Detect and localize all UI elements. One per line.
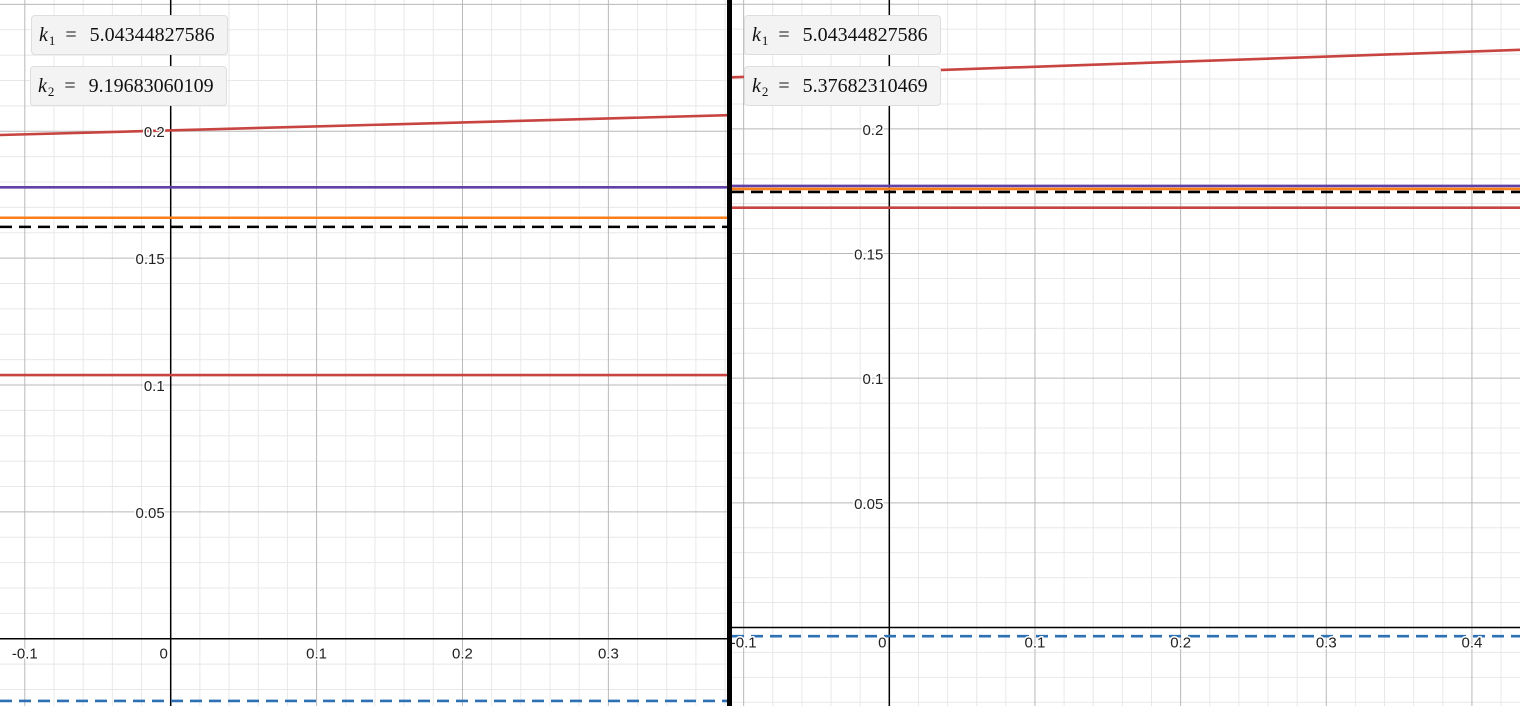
y-tick-label: 0.2 bbox=[862, 122, 883, 139]
slider-value[interactable]: 5.04344827586 bbox=[802, 23, 928, 46]
slider-subscript: 2 bbox=[47, 84, 55, 99]
slider-equals: = bbox=[64, 74, 76, 97]
y-tick-label: 0.05 bbox=[854, 496, 883, 513]
y-tick-label: 0.15 bbox=[854, 247, 883, 264]
x-tick-label: 0.3 bbox=[598, 646, 619, 663]
slider-equals: = bbox=[778, 74, 790, 97]
slider-value[interactable]: 5.04344827586 bbox=[89, 23, 215, 46]
x-tick-label: 0.1 bbox=[306, 646, 327, 663]
slider-variable: k bbox=[39, 23, 48, 46]
x-tick-label: 0.4 bbox=[1462, 634, 1483, 651]
slider-equals: = bbox=[778, 23, 790, 46]
y-tick-label: 0.05 bbox=[135, 505, 164, 522]
x-tick-label: -0.1 bbox=[12, 646, 38, 663]
x-tick-label: 0 bbox=[160, 646, 168, 663]
slider-subscript: 1 bbox=[761, 33, 769, 48]
slider-variable: k bbox=[752, 74, 761, 97]
panel-divider bbox=[727, 0, 732, 706]
x-tick-label: 0.3 bbox=[1316, 634, 1337, 651]
series-line-1 bbox=[0, 113, 728, 137]
slider-value[interactable]: 9.19683060109 bbox=[88, 74, 214, 97]
x-tick-label: 0.2 bbox=[452, 646, 473, 663]
slider-subscript: 2 bbox=[761, 84, 769, 99]
y-tick-label: 0.15 bbox=[135, 251, 164, 268]
left-graph-panel[interactable]: -0.1 0 0.1 0.2 0.3 0.05 0.1 0.15 0.2 bbox=[0, 0, 728, 706]
slider-k2-left[interactable]: k 2 = 9.19683060109 bbox=[30, 66, 227, 106]
x-tick-label: -0.1 bbox=[732, 634, 757, 651]
slider-equals: = bbox=[65, 23, 77, 46]
right-graph-panel[interactable]: -0.1 0 0.1 0.2 0.3 0.4 0.05 0.1 0.15 0.2 bbox=[732, 0, 1520, 706]
slider-k2-right[interactable]: k 2 = 5.37682310469 bbox=[744, 66, 941, 106]
slider-subscript: 1 bbox=[48, 33, 56, 48]
x-tick-label: 0.1 bbox=[1025, 634, 1046, 651]
slider-variable: k bbox=[38, 74, 47, 97]
x-tick-label: 0.2 bbox=[1170, 634, 1191, 651]
slider-variable: k bbox=[752, 23, 761, 46]
slider-value[interactable]: 5.37682310469 bbox=[802, 74, 928, 97]
slider-k1-left[interactable]: k 1 = 5.04344827586 bbox=[31, 15, 228, 55]
y-tick-label: 0.1 bbox=[862, 371, 883, 388]
slider-k1-right[interactable]: k 1 = 5.04344827586 bbox=[744, 15, 941, 55]
x-tick-label: 0 bbox=[878, 634, 886, 651]
y-tick-label: 0.2 bbox=[144, 124, 165, 141]
y-tick-label: 0.1 bbox=[144, 378, 165, 395]
